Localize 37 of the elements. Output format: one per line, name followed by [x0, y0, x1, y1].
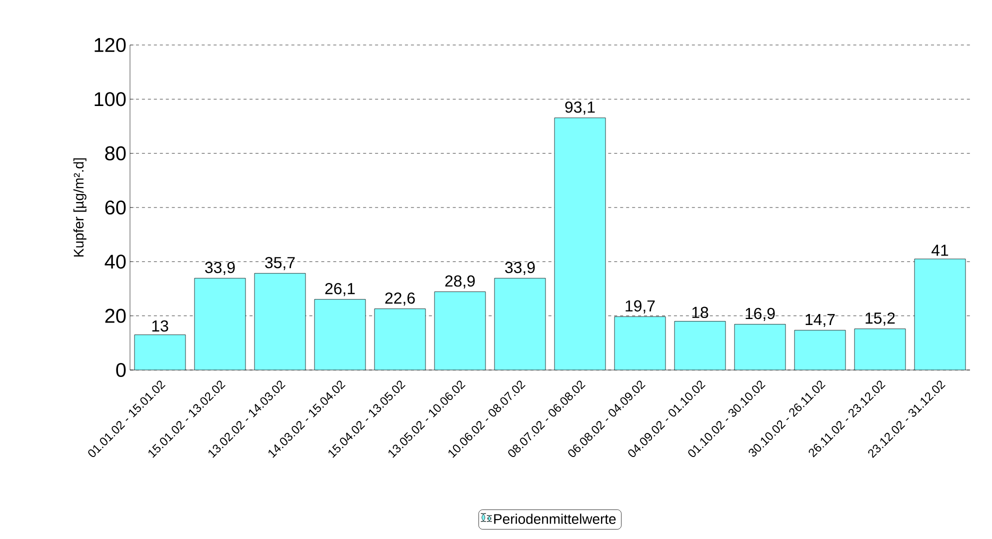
- y-tick-label: 20: [105, 308, 126, 323]
- data-label: 28,9: [445, 275, 475, 289]
- bar: [914, 258, 966, 370]
- data-label: 22,6: [385, 292, 415, 306]
- bar: [374, 308, 426, 370]
- data-label: 26,1: [325, 282, 355, 296]
- y-tick-label: 60: [105, 200, 126, 215]
- bar: [854, 328, 906, 370]
- y-tick-label: 40: [104, 254, 126, 269]
- y-tick-label: 100: [94, 92, 126, 106]
- data-label: 33,9: [205, 262, 235, 275]
- data-label: 33,9: [505, 262, 535, 275]
- data-label: 35,7: [265, 256, 295, 270]
- y-tick-label: 0: [116, 362, 126, 378]
- data-label: 18: [692, 306, 708, 318]
- data-label: 41: [932, 244, 948, 256]
- data-label: 93,1: [565, 102, 595, 115]
- bar: [254, 273, 306, 370]
- bar: [734, 324, 786, 370]
- bar: [494, 278, 546, 370]
- data-label: 14,7: [806, 314, 835, 327]
- bar: [614, 316, 666, 370]
- legend-label: Periodenmittelwerte: [494, 514, 616, 524]
- bar: [194, 278, 246, 370]
- bar: [674, 321, 726, 370]
- data-label: 15,2: [866, 312, 895, 326]
- y-tick-label: 80: [105, 146, 126, 160]
- bar: [134, 334, 186, 370]
- y-axis-title: Kupfer [µg/m².d]: [73, 158, 86, 256]
- bar: [434, 292, 486, 370]
- bar: [554, 118, 606, 370]
- y-tick-label: 120: [94, 38, 126, 52]
- data-label: 13: [152, 320, 168, 332]
- data-label: 19,7: [626, 300, 655, 314]
- data-label: 16,9: [746, 308, 775, 322]
- bar: [794, 330, 846, 370]
- bar: [314, 299, 366, 370]
